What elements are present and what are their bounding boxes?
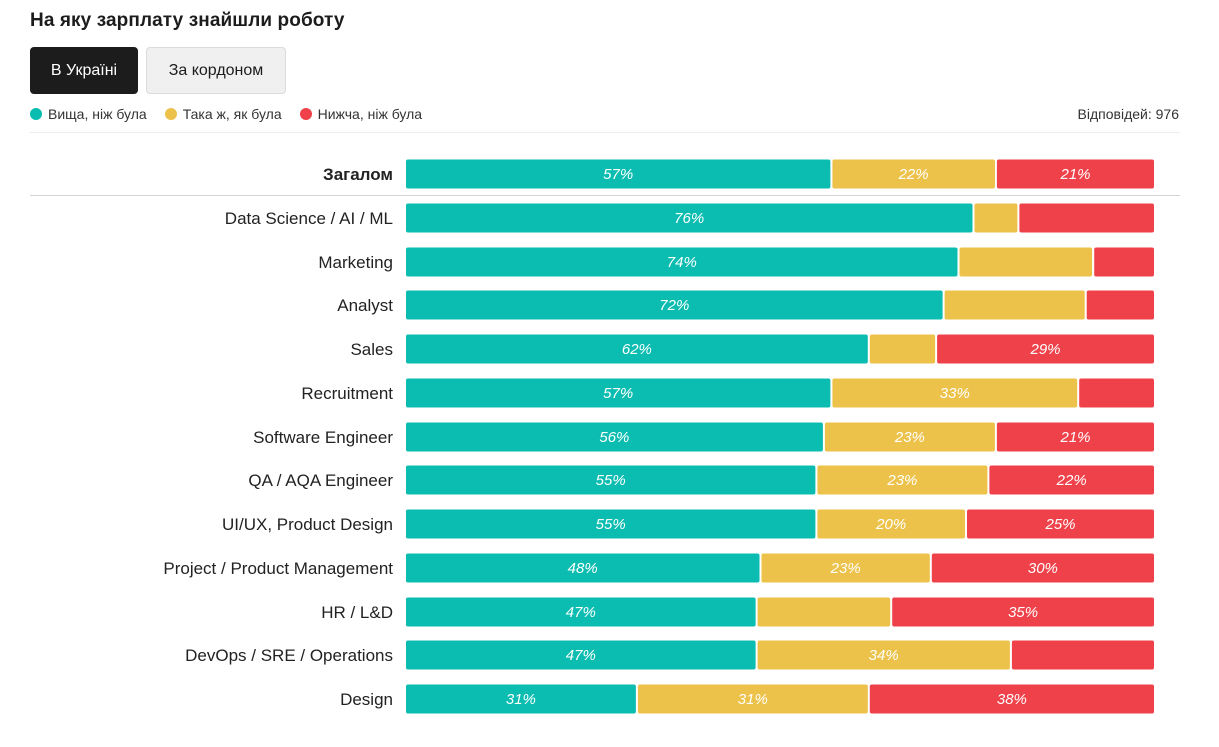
data-label-devops-sre-operations-0: 47% <box>566 647 596 664</box>
legend-item-same: Така ж, як була <box>164 106 282 122</box>
data-label-software-engineer-2: 21% <box>1059 429 1090 446</box>
data-label-project-product-management-1: 23% <box>830 560 861 577</box>
divider-total <box>30 195 1180 196</box>
bar-segment-ui-ux-product-design-2 <box>967 509 1154 539</box>
legend-dot-higher <box>30 108 42 120</box>
data-label-hr-l-d-0: 47% <box>566 604 596 621</box>
bar-segment-project-product-management-1 <box>761 553 930 583</box>
data-label-project-product-management-0: 48% <box>568 560 598 577</box>
bar-segment-design-2 <box>869 684 1154 714</box>
legend-item-lower: Нижча, ніж була <box>299 106 423 122</box>
bar-segment-data-science-ai-ml-0 <box>406 203 973 233</box>
legend: Вища, ніж була Така ж, як була Нижча, ні… <box>30 106 440 122</box>
bar-segment-sales-1 <box>869 334 936 364</box>
category-label-hr-l-d: HR / L&D <box>321 603 393 622</box>
legend-item-higher: Вища, ніж була <box>30 106 147 122</box>
bar-segment-загалом-0 <box>406 159 831 189</box>
bar-segment-загалом-1 <box>832 159 995 189</box>
chart-title: На яку зарплату знайшли роботу <box>30 10 345 31</box>
data-label-analyst-0: 72% <box>659 297 689 314</box>
legend-label-same: Така ж, як була <box>182 106 282 122</box>
data-label-design-0: 31% <box>506 691 536 708</box>
bar-segment-design-0 <box>406 684 636 714</box>
bar-segment-ui-ux-product-design-0 <box>406 509 816 539</box>
region-tabs: В Україні За кордоном <box>30 47 286 94</box>
bar-segment-software-engineer-0 <box>406 422 823 452</box>
category-label-software-engineer: Software Engineer <box>253 428 393 447</box>
data-label-recruitment-0: 57% <box>603 385 633 402</box>
data-label-marketing-0: 74% <box>667 254 697 271</box>
data-label-загалом-0: 57% <box>603 166 633 183</box>
category-label-data-science-ai-ml: Data Science / AI / ML <box>225 209 393 228</box>
bar-segment-design-1 <box>637 684 868 714</box>
bar-segment-project-product-management-0 <box>406 553 760 583</box>
tab-ukraine[interactable]: В Україні <box>30 47 138 94</box>
bar-segment-devops-sre-operations-1 <box>757 640 1010 670</box>
data-label-recruitment-1: 33% <box>940 385 970 402</box>
data-label-загалом-2: 21% <box>1059 166 1090 183</box>
bar-segment-ui-ux-product-design-1 <box>817 509 965 539</box>
data-label-qa-aqa-engineer-2: 22% <box>1056 472 1087 489</box>
category-label-devops-sre-operations: DevOps / SRE / Operations <box>185 646 393 665</box>
bar-segment-qa-aqa-engineer-2 <box>989 465 1154 495</box>
bar-segment-sales-2 <box>937 334 1154 364</box>
category-label-qa-aqa-engineer: QA / AQA Engineer <box>248 471 393 490</box>
legend-label-higher: Вища, ніж була <box>48 106 147 122</box>
bar-segment-analyst-2 <box>1086 290 1154 320</box>
data-label-sales-0: 62% <box>622 341 652 358</box>
divider-top <box>30 132 1180 133</box>
bar-segment-data-science-ai-ml-1 <box>974 203 1018 233</box>
data-label-design-1: 31% <box>738 691 768 708</box>
category-label-marketing: Marketing <box>318 253 393 272</box>
bar-segment-marketing-0 <box>406 247 958 277</box>
bar-segment-qa-aqa-engineer-1 <box>817 465 988 495</box>
bar-segment-recruitment-0 <box>406 378 831 408</box>
bar-segment-загалом-2 <box>996 159 1154 189</box>
bar-segment-hr-l-d-1 <box>757 597 891 627</box>
data-label-qa-aqa-engineer-1: 23% <box>886 472 917 489</box>
data-label-software-engineer-1: 23% <box>894 429 925 446</box>
bar-segment-sales-0 <box>406 334 868 364</box>
data-label-ui-ux-product-design-2: 25% <box>1044 516 1075 533</box>
category-label-design: Design <box>340 690 393 709</box>
bar-segment-hr-l-d-2 <box>892 597 1154 627</box>
category-label-project-product-management: Project / Product Management <box>163 559 393 578</box>
category-label-analyst: Analyst <box>337 296 393 315</box>
bar-segment-marketing-2 <box>1094 247 1154 277</box>
data-label-qa-aqa-engineer-0: 55% <box>596 472 626 489</box>
bar-segment-software-engineer-1 <box>824 422 995 452</box>
bar-segment-recruitment-2 <box>1079 378 1154 408</box>
data-label-ui-ux-product-design-0: 55% <box>596 516 626 533</box>
data-label-ui-ux-product-design-1: 20% <box>875 516 906 533</box>
legend-dot-lower <box>299 108 312 120</box>
legend-dot-same <box>164 108 177 120</box>
data-label-software-engineer-0: 56% <box>599 429 629 446</box>
data-label-hr-l-d-2: 35% <box>1008 604 1038 621</box>
data-label-project-product-management-2: 30% <box>1028 560 1058 577</box>
bar-segment-hr-l-d-0 <box>406 597 756 627</box>
bar-segment-devops-sre-operations-0 <box>406 640 756 670</box>
bar-segment-analyst-0 <box>406 290 943 320</box>
bar-segment-recruitment-1 <box>832 378 1078 408</box>
bar-segment-software-engineer-2 <box>996 422 1154 452</box>
bar-segment-qa-aqa-engineer-0 <box>406 465 816 495</box>
category-label-recruitment: Recruitment <box>301 384 393 403</box>
category-label-sales: Sales <box>350 340 393 359</box>
data-label-загалом-1: 22% <box>898 166 929 183</box>
responses-count: Відповідей: 976 <box>1077 106 1179 122</box>
category-label-ui-ux-product-design: UI/UX, Product Design <box>222 515 393 534</box>
bar-segment-analyst-1 <box>944 290 1085 320</box>
data-label-design-2: 38% <box>997 691 1027 708</box>
data-label-sales-2: 29% <box>1029 341 1060 358</box>
data-label-data-science-ai-ml-0: 76% <box>674 210 704 227</box>
bar-segment-marketing-1 <box>959 247 1093 277</box>
bar-segment-devops-sre-operations-2 <box>1011 640 1154 670</box>
category-label-загалом: Загалом <box>323 165 393 184</box>
tab-abroad[interactable]: За кордоном <box>146 47 286 94</box>
legend-label-lower: Нижча, ніж була <box>317 106 423 122</box>
bar-segment-data-science-ai-ml-2 <box>1019 203 1154 233</box>
data-label-devops-sre-operations-1: 34% <box>869 647 899 664</box>
bar-segment-project-product-management-2 <box>931 553 1154 583</box>
